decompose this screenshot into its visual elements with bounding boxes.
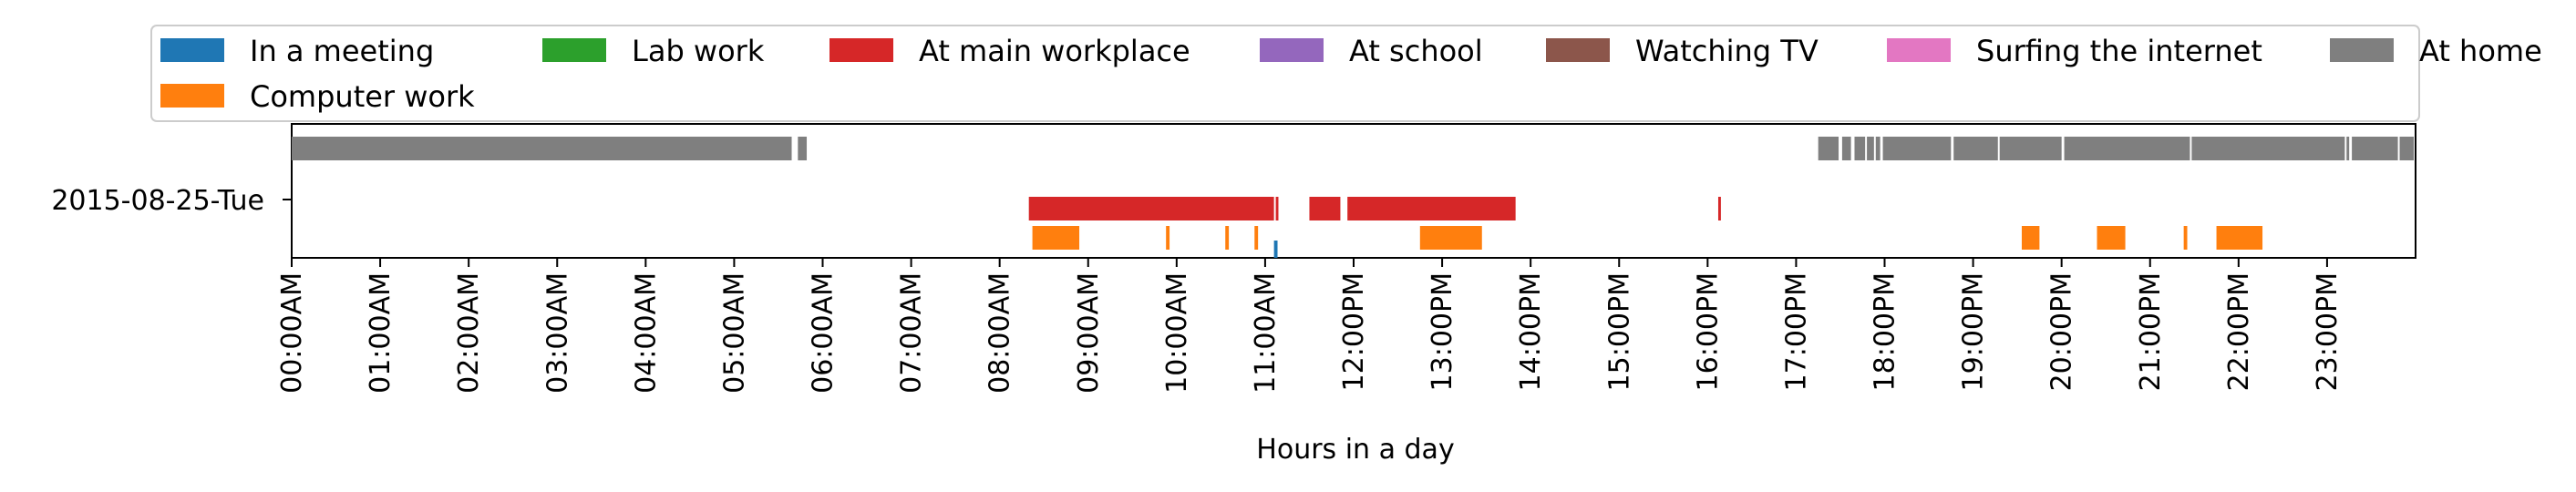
legend-label: Computer work xyxy=(250,79,475,114)
x-tick-label: 05:00AM xyxy=(718,272,750,394)
legend-swatch xyxy=(542,38,606,62)
interval-bars xyxy=(292,137,2415,258)
interval-bar xyxy=(1841,137,1851,160)
x-tick-label: 19:00PM xyxy=(1958,272,1990,391)
legend-swatch xyxy=(829,38,893,62)
interval-bar xyxy=(2399,137,2415,160)
legend-label: At main workplace xyxy=(919,34,1190,68)
legend: In a meeting Lab work At main workplace At … xyxy=(150,25,2542,122)
interval-bar xyxy=(1875,137,1880,160)
legend-label: In a meeting xyxy=(250,34,434,68)
interval-bar xyxy=(1854,137,1866,160)
legend-swatch xyxy=(1546,38,1610,62)
interval-bar xyxy=(1309,197,1341,220)
interval-bar xyxy=(1166,226,1170,250)
x-tick-label: 17:00PM xyxy=(1780,272,1812,391)
x-axis: 00:00AM 01:00AM 02:00AM 03:00AM 04:00AM 05:00… xyxy=(276,258,2344,394)
interval-bar xyxy=(1999,137,2062,160)
interval-bar xyxy=(1032,226,1080,250)
interval-bar xyxy=(2191,137,2345,160)
x-tick-label: 03:00AM xyxy=(541,272,573,394)
x-tick-label: 04:00AM xyxy=(630,272,662,394)
x-tick-label: 13:00PM xyxy=(1427,272,1458,391)
legend-label: Watching TV xyxy=(1635,34,1819,68)
legend-label: Surfing the internet xyxy=(1976,34,2262,68)
interval-bar xyxy=(2064,137,2190,160)
x-tick-label: 15:00PM xyxy=(1603,272,1635,391)
interval-bar xyxy=(1273,241,1278,258)
interval-bar xyxy=(1275,197,1279,220)
interval-bar xyxy=(292,137,792,160)
legend-swatch xyxy=(1260,38,1324,62)
x-tick-label: 12:00PM xyxy=(1338,272,1370,391)
interval-bar xyxy=(1225,226,1230,250)
legend-label: Lab work xyxy=(632,34,765,68)
x-tick-label: 06:00AM xyxy=(808,272,840,394)
x-tick-label: 16:00PM xyxy=(1692,272,1724,391)
x-tick-label: 23:00PM xyxy=(2312,272,2344,391)
x-tick-label: 08:00AM xyxy=(984,272,1016,394)
interval-bar xyxy=(1347,197,1516,220)
interval-bar xyxy=(1882,137,1952,160)
legend-swatch xyxy=(160,84,224,108)
x-tick-label: 00:00AM xyxy=(276,272,308,394)
legend-swatch xyxy=(2330,38,2394,62)
x-axis-label: Hours in a day xyxy=(1256,434,1454,466)
x-tick-label: 02:00AM xyxy=(453,272,485,394)
y-axis: 2015-08-25-Tue xyxy=(51,185,292,217)
legend-label: At home xyxy=(2419,34,2542,68)
interval-bar xyxy=(2097,226,2126,250)
interval-bar xyxy=(798,137,808,160)
interval-bar xyxy=(1028,197,1274,220)
interval-bar xyxy=(1717,197,1721,220)
legend-label: At school xyxy=(1349,34,1483,68)
interval-bar xyxy=(1419,226,1482,250)
x-tick-label: 07:00AM xyxy=(896,272,928,394)
interval-bar xyxy=(2021,226,2040,250)
legend-swatch xyxy=(1887,38,1951,62)
x-tick-label: 20:00PM xyxy=(2046,272,2078,391)
interval-bar xyxy=(2346,137,2350,160)
plot-area xyxy=(291,123,2416,259)
interval-bar xyxy=(1953,137,1998,160)
x-tick-label: 10:00AM xyxy=(1161,272,1193,394)
x-tick-label: 18:00PM xyxy=(1870,272,1901,391)
x-tick-label: 22:00PM xyxy=(2223,272,2255,391)
x-tick-label: 11:00AM xyxy=(1250,272,1282,394)
interval-bar xyxy=(2183,226,2188,250)
interval-bar xyxy=(1818,137,1839,160)
interval-bar xyxy=(2352,137,2398,160)
interval-bar xyxy=(1867,137,1874,160)
legend-swatch xyxy=(160,38,224,62)
legend-frame xyxy=(150,25,2420,122)
x-tick-label: 09:00AM xyxy=(1073,272,1105,394)
x-tick-label: 21:00PM xyxy=(2135,272,2167,391)
y-tick-label: 2015-08-25-Tue xyxy=(51,185,264,217)
x-tick-label: 14:00PM xyxy=(1515,272,1547,391)
interval-bar xyxy=(1254,226,1259,250)
interval-bar xyxy=(2216,226,2263,250)
x-tick-label: 01:00AM xyxy=(365,272,397,394)
